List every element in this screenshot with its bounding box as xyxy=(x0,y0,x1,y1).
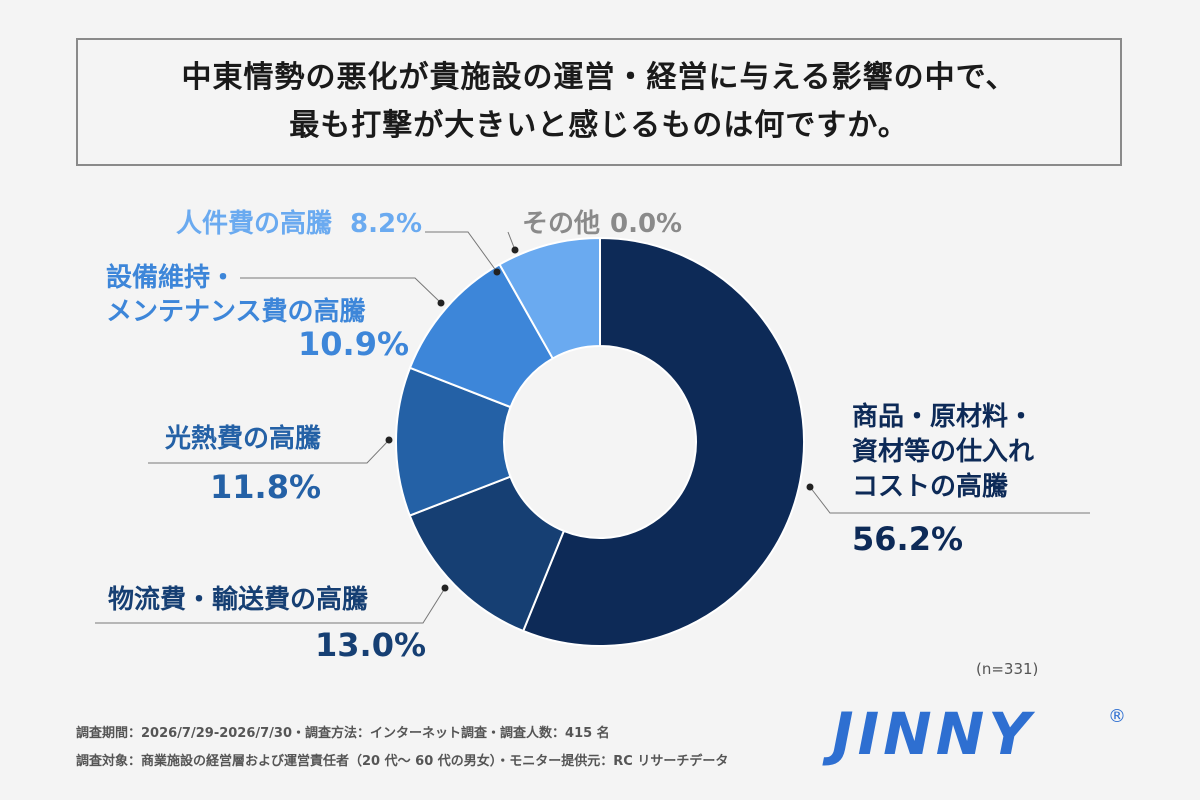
brand-logo: JINNY xyxy=(832,700,1035,768)
slice-value-3: 10.9% xyxy=(298,325,409,363)
slice-label-3-line-1: メンテナンス費の高騰 xyxy=(106,296,365,327)
leader-dot-2 xyxy=(385,436,393,444)
slice-label-4-line-0: 人件費の高騰 xyxy=(176,208,332,239)
slice-value-4: 8.2% xyxy=(350,209,422,239)
leader-line-0 xyxy=(809,486,1090,514)
leader-dot-5 xyxy=(511,246,519,254)
leader-dot-1 xyxy=(441,584,449,592)
leader-dot-4 xyxy=(493,268,501,276)
leader-line-1 xyxy=(95,587,446,624)
leader-line-3 xyxy=(240,277,442,304)
leader-line-4 xyxy=(425,231,498,273)
slice-value-2: 11.8% xyxy=(210,468,321,506)
leader-line-2 xyxy=(148,439,390,464)
slice-label-5-line-0: その他 xyxy=(522,209,600,239)
registered-mark: ® xyxy=(1108,706,1126,727)
title-box: 中東情勢の悪化が貴施設の運営・経営に与える影響の中で、 最も打撃が大きいと感じる… xyxy=(76,38,1122,166)
chart-title-line-1: 中東情勢の悪化が貴施設の運営・経営に与える影響の中で、 xyxy=(181,60,1017,95)
footer-survey-target: 調査対象：商業施設の経営層および運営責任者（20 代～ 60 代の男女）・モニタ… xyxy=(76,754,729,769)
slice-label-2-line-0: 光熱費の高騰 xyxy=(164,423,321,454)
slice-label-1-line-0: 物流費・輸送費の高騰 xyxy=(108,584,368,615)
leader-dot-0 xyxy=(806,483,814,491)
slice-value-0: 56.2% xyxy=(852,520,963,558)
donut-slice-4 xyxy=(498,236,601,360)
slice-label-3-line-0: 設備維持・ xyxy=(106,262,236,293)
slice-label-0-line-1: 資材等の仕入れ xyxy=(852,436,1034,467)
donut-slice-0 xyxy=(521,236,805,647)
slice-value-5: 0.0% xyxy=(610,209,682,239)
slice-label-0-line-2: コストの高騰 xyxy=(852,471,1008,502)
slice-value-1: 13.0% xyxy=(315,626,426,664)
sample-size-note: (n=331) xyxy=(976,660,1039,678)
chart-title-line-2: 最も打撃が大きいと感じるものは何ですか。 xyxy=(289,108,909,143)
footer-survey-period: 調査期間：2026/7/29-2026/7/30・調査方法：インターネット調査・… xyxy=(76,726,610,741)
leader-dot-3 xyxy=(437,299,445,307)
slice-label-0-line-0: 商品・原材料・ xyxy=(852,401,1034,432)
